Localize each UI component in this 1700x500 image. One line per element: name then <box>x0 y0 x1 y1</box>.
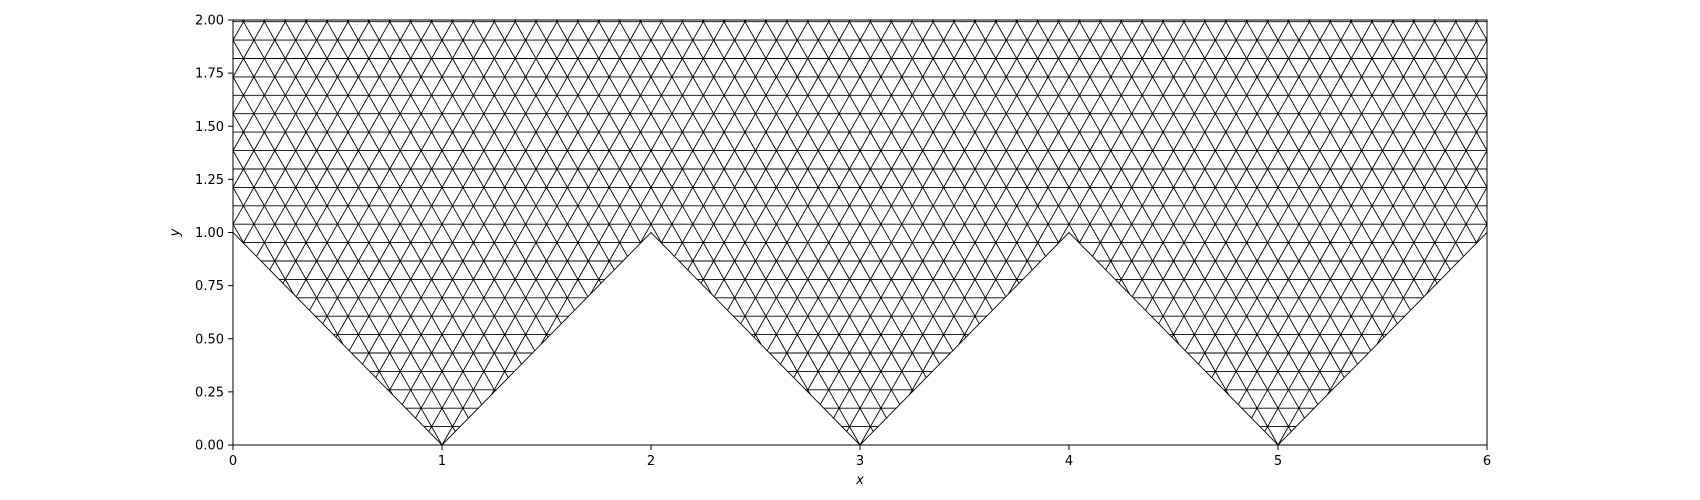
x-tick-label: 6 <box>1483 454 1491 469</box>
x-tick-label: 4 <box>1065 454 1073 469</box>
mesh-layer <box>232 19 1488 446</box>
mesh-domain-fill <box>233 20 1487 445</box>
x-tick-label: 5 <box>1274 454 1282 469</box>
x-tick-label: 3 <box>856 454 864 469</box>
y-tick-label: 0.00 <box>195 439 224 454</box>
y-tick-label: 0.25 <box>195 385 224 400</box>
y-axis: 0.00 0.25 0.50 0.75 1.00 1.25 1.50 1.75 2.00 <box>195 14 233 454</box>
y-tick-label: 1.75 <box>195 67 224 82</box>
x-axis: 0 1 2 3 4 5 6 <box>229 445 1491 469</box>
y-tick-label: 1.50 <box>195 120 224 135</box>
mesh-edges <box>232 19 1488 446</box>
y-axis-label: y <box>168 228 183 237</box>
y-tick-label: 2.00 <box>195 14 224 29</box>
y-tick-label: 1.00 <box>195 226 224 241</box>
y-tick-label: 1.25 <box>195 173 224 188</box>
y-tick-label: 0.50 <box>195 332 224 347</box>
y-tick-label: 0.75 <box>195 279 224 294</box>
x-tick-label: 2 <box>647 454 655 469</box>
x-tick-label: 0 <box>229 454 237 469</box>
x-tick-label: 1 <box>438 454 446 469</box>
x-axis-label: x <box>855 473 864 488</box>
